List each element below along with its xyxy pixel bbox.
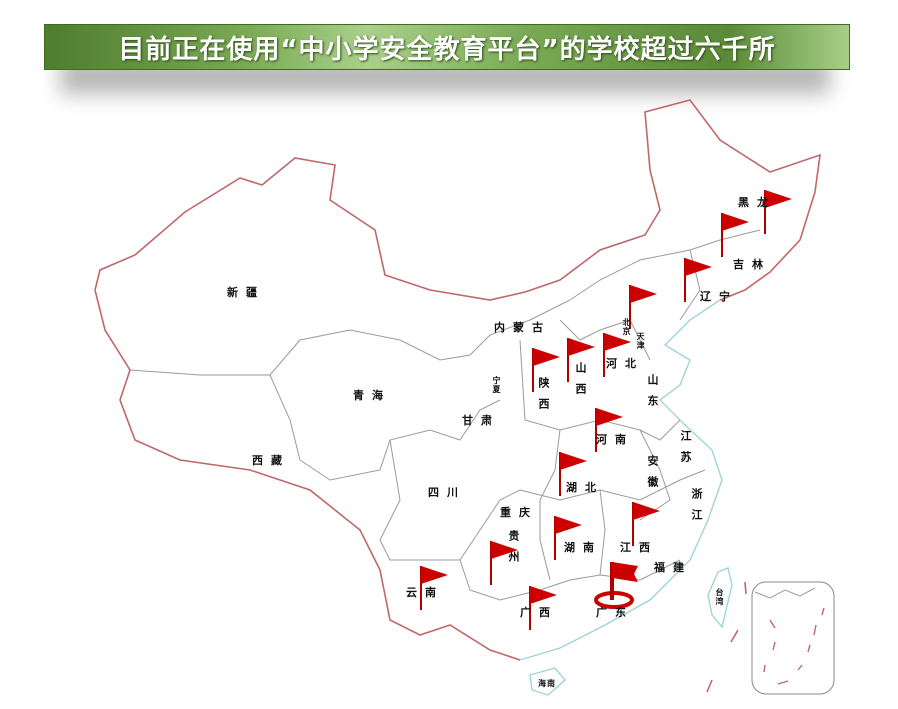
province-label: 辽宁 [700,290,738,303]
flag-cloth [765,190,792,208]
red-flag-icon [603,333,631,377]
province-label: 陕西 [537,377,550,419]
flag-cloth [596,408,623,426]
province-label: 山西 [574,362,587,404]
province-label: 贵州 [507,530,520,572]
province-label: 广西 [520,606,558,619]
province-label: 黑龙 [738,196,776,209]
red-flag-icon [559,452,587,496]
province-label: 海南 [538,678,556,688]
flag-cloth [533,348,560,366]
flags-layer [420,190,792,630]
province-label: 新疆 [227,286,265,299]
flag-cloth [630,285,657,303]
province-label: 山东 [646,374,659,416]
southwest-border [94,289,521,661]
flag-cloth [491,541,518,559]
red-flag-icon [595,408,623,452]
red-flag-icon [632,502,660,546]
province-label: 安徽 [646,455,659,497]
province-label: 宁夏 [492,376,502,394]
coastline [519,299,723,661]
province-label: 重庆 [500,506,538,519]
province-label: 西藏 [252,454,290,467]
hainan [529,667,566,696]
province-borders [129,229,761,601]
red-flag-icon [721,213,749,257]
taiwan [707,567,733,629]
flag-cloth [568,338,595,356]
flag-cloth [555,516,582,534]
province-label: 福建 [654,561,692,574]
province-label: 甘肃 [462,414,500,427]
province-label: 内蒙古 [494,321,551,334]
nine-dash-line [706,581,747,693]
red-flag-icon [532,348,560,392]
province-label: 河南 [596,433,634,446]
province-label: 青海 [353,389,391,402]
red-flag-icon [420,566,448,610]
red-flag-icon [554,516,582,560]
province-label: 江苏 [679,430,692,472]
flag-cloth [722,213,749,231]
title-banner: 目前正在使用“中小学安全教育平台”的学校超过六千所 [44,24,850,70]
flag-cloth [560,452,587,470]
red-flag-icon [529,586,557,630]
province-label: 湖南 [564,541,602,554]
flag-cloth [421,566,448,584]
province-label: 四川 [428,486,466,499]
province-label: 台湾 [715,588,725,606]
page-title: 目前正在使用“中小学安全教育平台”的学校超过六千所 [118,34,776,65]
province-label: 浙江 [690,488,703,530]
province-label: 北京 [622,318,632,336]
flag-cloth [633,502,660,520]
province-label: 云南 [406,586,444,599]
red-flag-icon [490,541,518,585]
country-border [94,99,821,301]
red-flag-icon [764,190,792,234]
south-sea-inset [751,581,835,695]
flag-cloth [530,586,557,604]
red-flag-icon [684,258,712,302]
province-label: 湖北 [566,481,604,494]
province-label: 河北 [606,357,644,370]
province-label: 广东 [596,606,634,619]
red-flag-icon [567,338,595,382]
province-label: 天津 [636,332,646,350]
red-flag-icon [610,562,638,600]
flag-cloth [685,258,712,276]
province-label: 江西 [620,541,658,554]
red-flag-icon [629,285,657,329]
province-label: 吉林 [733,258,771,271]
flag-cloth [604,333,631,351]
flag-cloth [612,562,638,582]
